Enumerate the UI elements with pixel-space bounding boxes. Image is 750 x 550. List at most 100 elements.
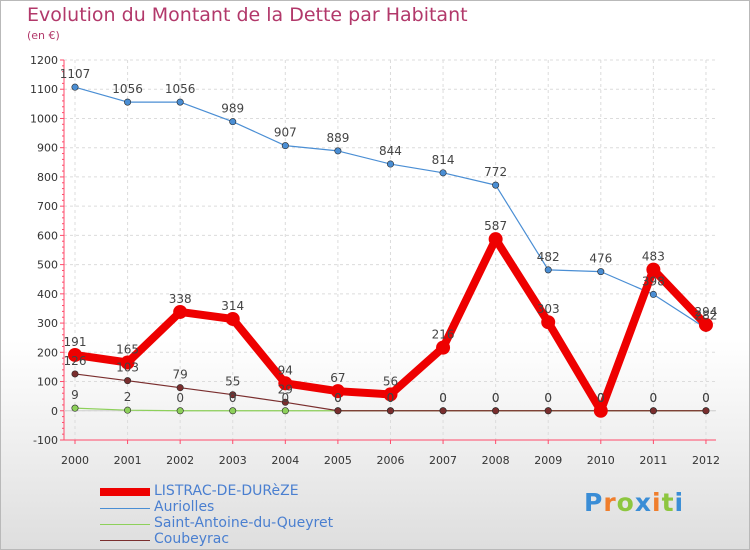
data-label: 0 [702, 391, 710, 405]
chart-subtitle: (en €) [27, 29, 60, 42]
data-label: 0 [334, 391, 342, 405]
data-points [68, 83, 713, 418]
legend: LISTRAC-DE-DURèZE Auriolles Saint-Antoine-… [100, 483, 400, 548]
data-point [649, 407, 657, 415]
data-label: 303 [537, 302, 560, 316]
x-tick-label: 2006 [376, 454, 404, 467]
data-label: 0 [229, 391, 237, 405]
data-point [68, 347, 82, 362]
data-label: 989 [221, 102, 244, 116]
data-label: 1107 [60, 67, 91, 81]
data-label: 67 [330, 371, 345, 385]
legend-label: Coubeyrac [154, 531, 230, 547]
data-label: 0 [597, 391, 605, 405]
data-point [386, 160, 394, 168]
logo-letter: o [616, 488, 635, 517]
data-point [649, 290, 657, 298]
legend-label: Saint-Antoine-du-Queyret [154, 515, 334, 531]
data-point [124, 98, 132, 106]
y-tick-label: 1100 [30, 83, 58, 96]
data-label: 0 [176, 391, 184, 405]
logo-letter: x [634, 488, 652, 517]
x-tick-label: 2005 [324, 454, 352, 467]
data-label: 907 [274, 126, 297, 140]
data-point [229, 407, 237, 415]
data-label: 0 [439, 391, 447, 405]
data-label: 482 [537, 250, 560, 264]
data-point [71, 83, 79, 91]
data-point [176, 384, 184, 392]
proxiti-logo: Proxiti [584, 488, 684, 517]
legend-swatch [100, 508, 150, 509]
data-label: 165 [116, 343, 139, 357]
data-label: 0 [544, 391, 552, 405]
data-label: 314 [221, 299, 244, 313]
data-label: 2 [124, 390, 132, 404]
data-point [278, 376, 293, 391]
data-point [281, 407, 289, 415]
y-tick-label: 400 [37, 288, 58, 301]
data-point [176, 98, 184, 106]
data-point [120, 355, 135, 370]
y-tick-label: 200 [37, 346, 58, 359]
data-point [436, 340, 451, 355]
data-label: 0 [597, 391, 605, 405]
data-label: 587 [484, 219, 507, 233]
y-tick-label: 1000 [30, 112, 58, 125]
data-label: 0 [281, 391, 289, 405]
data-label: 94 [278, 363, 293, 377]
x-tick-label: 2002 [166, 454, 194, 467]
logo-letter: r [603, 488, 617, 517]
x-tick-label: 2010 [587, 454, 615, 467]
data-label: 0 [387, 391, 395, 405]
data-label: 1056 [112, 82, 143, 96]
data-label: 0 [544, 391, 552, 405]
x-tick-label: 2003 [219, 454, 247, 467]
data-label: 191 [64, 335, 87, 349]
grid-lines [64, 59, 716, 441]
legend-swatch [100, 540, 150, 541]
data-point [330, 384, 345, 399]
data-point [225, 311, 240, 326]
data-point [544, 407, 552, 415]
data-label: 0 [492, 391, 500, 405]
data-label: 9 [71, 388, 79, 402]
data-label: 56 [383, 374, 398, 388]
data-point [383, 387, 398, 402]
data-label: 0 [334, 391, 342, 405]
data-point [439, 407, 447, 415]
legend-swatch [100, 488, 150, 496]
legend-swatch [100, 524, 150, 525]
x-tick-label: 2000 [61, 454, 89, 467]
y-tick-label: 500 [37, 259, 58, 272]
data-label: 0 [439, 391, 447, 405]
data-label: 0 [492, 391, 500, 405]
data-point [334, 407, 342, 415]
data-point [229, 118, 237, 126]
data-point [488, 232, 503, 247]
data-label: 0 [387, 391, 395, 405]
y-tick-label: 1200 [30, 54, 58, 67]
data-label: 0 [650, 391, 658, 405]
data-label: 29 [278, 382, 293, 396]
data-point [439, 169, 447, 177]
data-label: 889 [326, 131, 349, 145]
data-label: 398 [642, 274, 665, 288]
data-point [71, 404, 79, 412]
data-label: 814 [432, 153, 455, 167]
data-point [544, 266, 552, 274]
data-point [281, 398, 289, 406]
legend-item: LISTRAC-DE-DURèZE [100, 483, 400, 500]
x-tick-label: 2009 [534, 454, 562, 467]
y-tick-label: 0 [51, 405, 58, 418]
legend-label: Auriolles [154, 499, 215, 515]
logo-letter: t [661, 488, 675, 517]
data-label: 772 [484, 165, 507, 179]
y-tick-label: 700 [37, 200, 58, 213]
logo-letter: P [584, 488, 604, 517]
data-point [646, 262, 661, 277]
chart-title: Evolution du Montant de la Dette par Hab… [27, 4, 468, 26]
data-point [124, 377, 132, 385]
